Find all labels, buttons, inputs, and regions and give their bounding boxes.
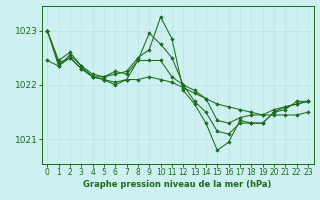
X-axis label: Graphe pression niveau de la mer (hPa): Graphe pression niveau de la mer (hPa) xyxy=(84,180,272,189)
